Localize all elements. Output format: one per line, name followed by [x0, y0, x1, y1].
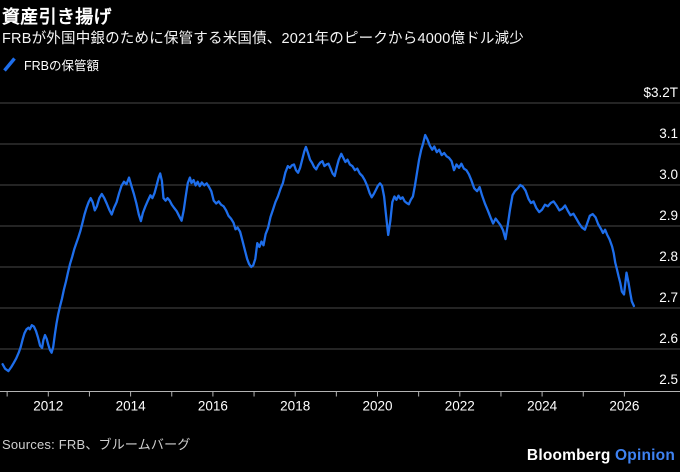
x-tick-label: 2016 [198, 399, 228, 414]
line-chart: 2012 2014 2016 2018 2020 2022 2024 2026 $3.2T 3.1… [0, 85, 680, 414]
opinion-wordmark: Opinion [615, 447, 675, 464]
chart-subtitle: FRBが外国中銀のために保管する米国債、2021年のピークから4000億ドル減少 [2, 31, 525, 47]
bloomberg-opinion-logo: Bloomberg Opinion [527, 447, 675, 465]
y-tick-label: 2.9 [659, 208, 678, 223]
y-tick-label: 2.8 [659, 249, 678, 264]
legend: FRBの保管額 [2, 55, 99, 74]
x-tick-label: 2022 [445, 399, 475, 414]
y-tick-label: 2.7 [659, 290, 678, 305]
x-tick-label: 2018 [280, 399, 310, 414]
x-tick-label: 2026 [609, 399, 639, 414]
x-tick-label: 2020 [362, 399, 392, 414]
y-tick-label: 2.6 [659, 331, 678, 346]
bloomberg-wordmark: Bloomberg [526, 447, 611, 464]
x-tick-label: 2012 [33, 399, 63, 414]
y-tick-label: 2.5 [659, 372, 678, 387]
y-tick-label: 3.1 [659, 126, 678, 141]
series-line [1, 133, 636, 373]
x-tick-label: 2024 [527, 399, 558, 414]
series-line-icon [3, 57, 16, 72]
sources-note: Sources: FRB、ブルームバーグ [2, 437, 191, 452]
y-tick-label: 3.0 [659, 167, 678, 182]
x-tick-label: 2014 [116, 399, 147, 414]
legend-label: FRBの保管額 [24, 59, 100, 73]
y-tick-label: $3.2T [643, 85, 678, 100]
chart-title: 資産引き揚げ [2, 7, 112, 27]
